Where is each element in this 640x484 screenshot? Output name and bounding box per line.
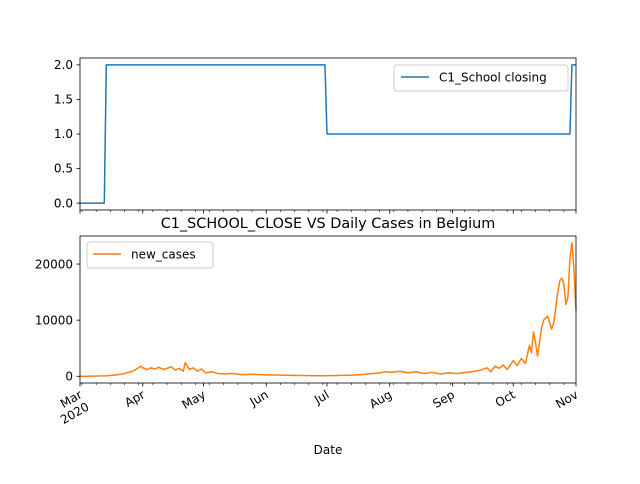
bottom-ytick-label: 10000 bbox=[35, 313, 73, 327]
chart-title: C1_SCHOOL_CLOSE VS Daily Cases in Belgiu… bbox=[161, 216, 495, 232]
top-ytick-label: 0.0 bbox=[54, 196, 73, 210]
top-ytick-label: 1.0 bbox=[54, 127, 73, 141]
top-ytick-label: 1.5 bbox=[54, 93, 73, 107]
bottom-axes-frame bbox=[79, 235, 577, 384]
bottom-legend-box bbox=[86, 241, 214, 269]
school-closing-panel: 0.0 0.5 1.0 1.5 2.0 C1_School closing bbox=[54, 57, 577, 214]
bottom-xtick-label: Jul bbox=[311, 387, 331, 407]
bottom-legend: new_cases bbox=[86, 241, 214, 269]
bottom-legend-label: new_cases bbox=[131, 248, 196, 262]
bottom-ytick-label: 0 bbox=[65, 369, 73, 383]
top-ytick-label: 2.0 bbox=[54, 58, 73, 72]
top-legend-label: C1_School closing bbox=[439, 71, 547, 85]
bottom-xtick-label-line: Jul bbox=[311, 387, 331, 407]
bottom-y-ticks: 0 10000 20000 bbox=[35, 257, 80, 383]
top-ytick-label: 0.5 bbox=[54, 162, 73, 176]
top-legend: C1_School closing bbox=[393, 64, 569, 92]
top-legend-box bbox=[393, 64, 569, 92]
series-line-school-closing bbox=[80, 64, 576, 204]
bottom-ytick-label: 20000 bbox=[35, 257, 73, 271]
x-axis-label: Date bbox=[314, 443, 343, 457]
series-line-new-cases bbox=[79, 241, 577, 378]
top-y-ticks: 0.0 0.5 1.0 1.5 2.0 bbox=[54, 58, 80, 210]
top-axes-frame bbox=[79, 57, 577, 211]
